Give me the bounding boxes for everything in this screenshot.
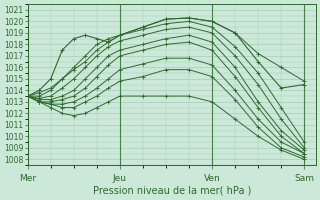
X-axis label: Pression niveau de la mer( hPa ): Pression niveau de la mer( hPa ) bbox=[92, 186, 251, 196]
